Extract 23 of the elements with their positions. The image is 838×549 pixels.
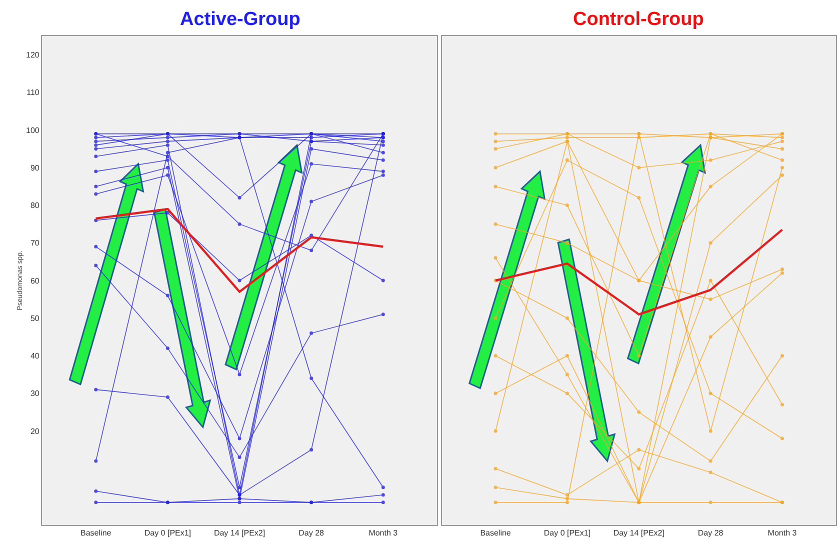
chart-title: Control-Group bbox=[573, 9, 704, 30]
y-tick-label: 50 bbox=[30, 314, 40, 323]
y-tick-label: 20 bbox=[30, 426, 40, 436]
y-tick-label: 80 bbox=[30, 201, 40, 210]
y-tick-label: 90 bbox=[30, 163, 40, 172]
y-tick-label: 120 bbox=[26, 50, 40, 60]
x-tick-label: Baseline bbox=[480, 528, 512, 538]
y-tick-label: 60 bbox=[30, 276, 40, 286]
x-tick-label: Day 28 bbox=[698, 528, 724, 538]
x-tick-label: Day 14 [PEx2] bbox=[613, 528, 664, 538]
x-tick-label: Day 14 [PEx2] bbox=[214, 528, 266, 538]
y-tick-label: 110 bbox=[26, 88, 40, 98]
y-tick-label: 40 bbox=[30, 352, 40, 361]
x-tick-label: Baseline bbox=[80, 528, 112, 538]
y-tick-label: 30 bbox=[30, 389, 40, 398]
y-tick-label: 70 bbox=[30, 238, 40, 248]
y-tick-label: 100 bbox=[26, 126, 40, 135]
x-tick-label: Day 28 bbox=[298, 528, 325, 538]
x-tick-label: Month 3 bbox=[368, 528, 398, 538]
x-tick-label: Day 0 [PEx1] bbox=[544, 528, 591, 538]
x-tick-label: Day 0 [PEx1] bbox=[144, 528, 192, 538]
chart-title: Active-Group bbox=[180, 9, 300, 30]
x-tick-label: Month 3 bbox=[768, 528, 798, 538]
